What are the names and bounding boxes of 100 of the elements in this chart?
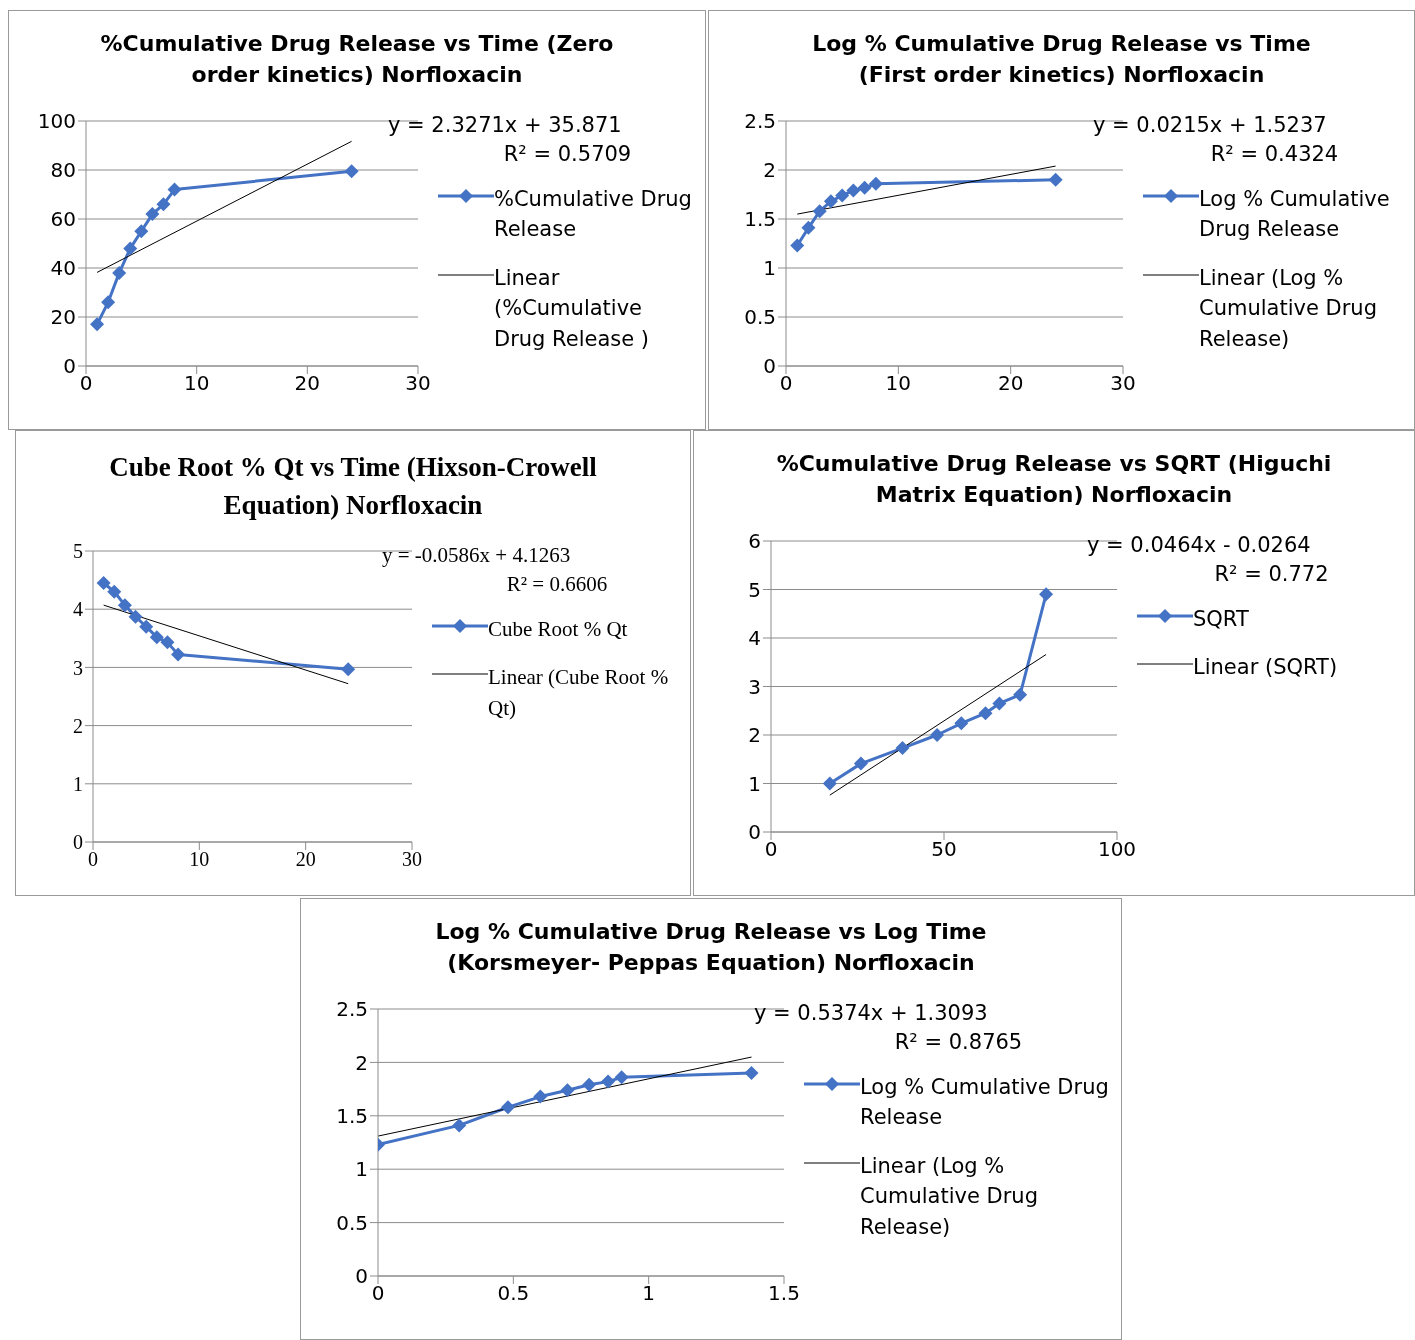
point [112,265,127,280]
point [96,576,111,591]
point [560,1083,575,1098]
y-tick-label: 40 [50,256,76,281]
y-tick-label: 2 [355,1050,368,1075]
point [853,756,868,771]
legend-label: Linear (Log % Cumulative Drug Release) [1199,264,1378,353]
legend-label: SQRT [1193,605,1249,633]
x-tick-label: 30 [1110,371,1136,396]
y-tick-label: 0 [355,1264,368,1289]
point [167,182,182,197]
y-tick-label: 60 [50,207,76,232]
point [868,176,883,191]
point [156,197,171,212]
point [341,662,356,677]
x-tick-label: 10 [189,848,210,871]
chart-title: Log % Cumulative Drug Release vs Log Time (Korsmeyer- Peppas Equation) Norfloxacin [434,918,988,977]
legend-label: %Cumulative Drug Release [494,185,693,244]
point [822,776,837,791]
point [452,1118,467,1133]
y-tick-label: 0 [763,354,776,379]
y-tick-label: 0.5 [744,305,776,330]
y-tick-label: 1 [763,256,776,281]
point [846,183,861,198]
y-tick-label: 1 [73,772,83,795]
point [128,609,143,624]
x-tick-label: 30 [402,848,422,871]
y-tick-label: 2 [748,723,761,748]
point [145,207,160,222]
y-tick-label: 0 [748,820,761,845]
text: R² = 0.5709 [502,141,633,169]
legend-label: Linear (%Cumulative Drug Release ) [494,264,651,353]
point [149,630,164,645]
point [101,295,116,310]
y-tick-label: 1.5 [744,207,776,232]
point [835,188,850,203]
annotation: y = 0.0215x + 1.5237 [1093,112,1328,139]
point [978,706,993,721]
point [90,317,105,332]
y-tick-label: 1 [355,1157,368,1182]
point [344,164,359,179]
y-tick-label: 2.5 [744,109,776,134]
x-tick-label: 100 [1097,837,1137,862]
y-tick-label: 3 [748,674,761,699]
legend-label: Linear (SQRT) [1193,654,1338,682]
legend-label: Log % Cumulative Drug Release [860,1073,1110,1132]
x-tick-label: 20 [294,371,321,396]
point [117,598,132,613]
x-tick-label: 10 [183,371,210,396]
point [790,238,805,253]
y-tick-label: 4 [73,598,83,621]
point [107,584,122,599]
point [123,241,138,256]
point [954,716,969,731]
y-tick-label: 100 [37,109,76,134]
text: R² = 0.772 [1213,561,1330,589]
y-tick-label: 1 [748,771,761,796]
annotation: y = 0.5374x + 1.3093 [754,1000,989,1027]
y-tick-label: 3 [73,656,83,679]
y-tick-label: 0 [63,354,76,379]
point [500,1100,515,1115]
annotation: y = -0.0586x + 4.1263 [382,542,572,569]
x-tick-label: 20 [295,848,316,871]
point [857,180,872,195]
y-tick-label: 5 [748,577,761,602]
point [134,224,149,239]
point [582,1077,597,1092]
chart-title: %Cumulative Drug Release vs SQRT (Higuchi Matrix Equation) Norfloxacin [775,450,1333,509]
y-tick-label: 2 [763,158,776,183]
point [614,1070,629,1085]
x-tick-label: 50 [931,837,957,862]
y-tick-label: 4 [748,626,761,651]
point [823,194,838,209]
y-tick-label: 5 [73,540,83,563]
x-tick-label: 10 [885,371,912,396]
annotation: y = 2.3271x + 35.871 [388,112,623,139]
x-tick-label: 0 [88,848,98,871]
point [1013,687,1028,702]
point [1039,587,1054,602]
point [1048,172,1063,187]
point [601,1074,616,1089]
chart-title: Cube Root % Qt vs Time (Hixson-Crowell Equation) Norfloxacin [108,451,598,522]
y-tick-label: 20 [50,305,76,330]
x-tick-label: 20 [997,371,1024,396]
x-tick-label: 0 [371,1281,385,1306]
chart-title: Log % Cumulative Drug Release vs Time (First order kinetics) Norfloxacin [811,30,1312,89]
annotation: y = 0.0464x - 0.0264 [1087,532,1312,559]
point [992,696,1007,711]
x-tick-label: 0 [779,371,793,396]
y-tick-label: 0.5 [336,1210,368,1235]
x-tick-label: 0.5 [497,1281,530,1306]
point [812,204,827,219]
point [801,220,816,235]
legend-label: Cube Root % Qt [488,615,628,643]
legend-label: Linear (Cube Root % Qt) [488,664,670,722]
y-tick-label: 6 [748,529,761,554]
chart-title: %Cumulative Drug Release vs Time (Zero order kinetics) Norfloxacin [99,30,615,89]
point [533,1089,548,1104]
legend-label: Log % Cumulative Drug Release [1199,185,1391,244]
point [139,619,154,634]
